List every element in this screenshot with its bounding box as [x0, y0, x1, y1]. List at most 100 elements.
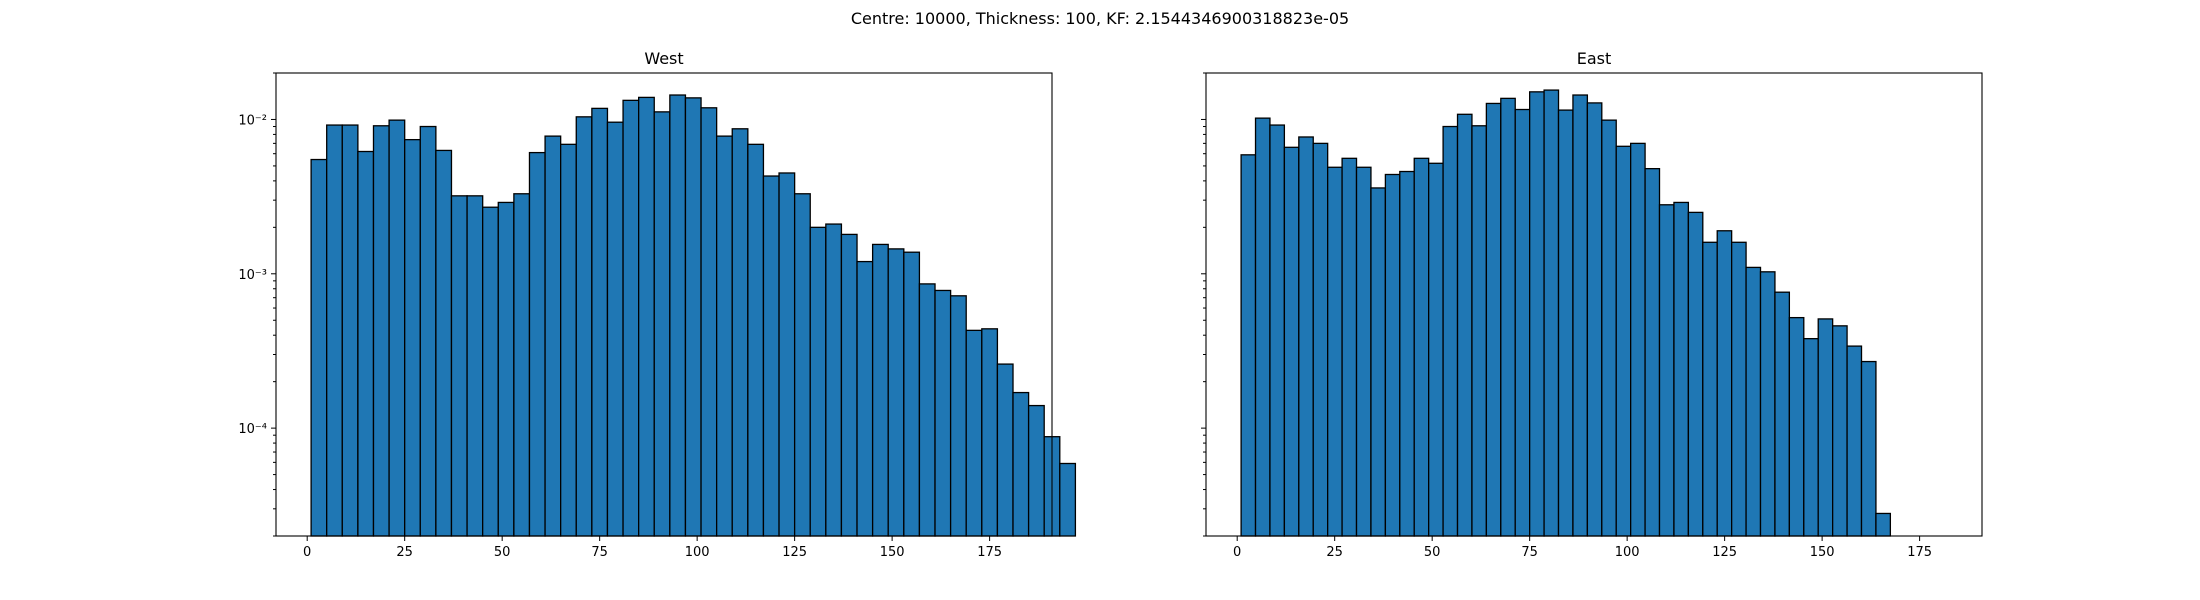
x-tick-label: 50 [1424, 545, 1441, 560]
x-tick-label: 100 [685, 545, 710, 560]
x-tick-label: 100 [1615, 545, 1640, 560]
histogram-bar [825, 223, 843, 537]
histogram-bar [949, 295, 967, 537]
histogram-bar [653, 111, 671, 537]
histogram-bar [1860, 360, 1877, 537]
histogram-bar [1485, 102, 1502, 537]
histogram-bar [1312, 142, 1329, 537]
histogram-bar [544, 135, 562, 537]
east-bars [1240, 89, 1892, 537]
histogram-bar [450, 195, 468, 537]
histogram-bar [357, 150, 375, 537]
west-bars [310, 94, 1077, 537]
panel-title-west: West [644, 49, 683, 68]
histogram-bar [793, 193, 811, 537]
histogram-bar [918, 283, 936, 537]
histogram-bar [482, 206, 499, 537]
histogram-bar [1788, 316, 1805, 537]
histogram-bar [871, 243, 889, 537]
histogram-bar [606, 121, 624, 537]
histogram-bar [981, 328, 999, 537]
histogram-bar [1240, 154, 1257, 537]
histogram-bar [1355, 166, 1372, 537]
east-plot-frame [1205, 72, 1983, 537]
histogram-bar [840, 233, 858, 537]
histogram-bar [1731, 241, 1747, 537]
x-tick-label: 0 [1233, 545, 1241, 560]
y-tick-label: 10⁻² [238, 113, 267, 128]
histogram-bar [388, 119, 406, 537]
histogram-bar [1875, 512, 1892, 537]
histogram-bar [903, 251, 921, 537]
histogram-bar [1615, 145, 1632, 537]
histogram-bar [1832, 325, 1848, 537]
histogram-bar [1557, 109, 1574, 537]
histogram-bar [1529, 91, 1545, 537]
histogram-bar [731, 128, 749, 537]
x-tick-label: 125 [1712, 545, 1737, 560]
x-tick-label: 75 [591, 545, 608, 560]
histogram-bar [1027, 404, 1045, 537]
west-plot-frame [275, 72, 1053, 537]
histogram-bar [1471, 125, 1488, 537]
histogram-bar [622, 99, 640, 537]
histogram-bar [1012, 391, 1030, 537]
x-tick-label: 125 [782, 545, 807, 560]
x-tick-label: 75 [1521, 545, 1538, 560]
histogram-bar [856, 260, 874, 537]
histogram-bar [809, 226, 827, 537]
histogram-bar [965, 329, 983, 537]
panel-title-east: East [1577, 49, 1612, 68]
panel-west: West 0 25 50 75 100 125 150 175 10⁻⁴ 10⁻³ 10⁻² [238, 49, 1077, 560]
x-tick-label: 25 [1326, 545, 1343, 560]
histogram-bar [326, 124, 343, 537]
histogram-bar [1298, 136, 1314, 537]
histogram-bar [934, 289, 952, 537]
histogram-bar [1543, 89, 1560, 537]
histogram-bar [1658, 204, 1675, 537]
histogram-bar [996, 363, 1014, 537]
x-tick-label: 25 [396, 545, 413, 560]
histogram-bar [1673, 201, 1690, 537]
y-tick-label: 10⁻³ [238, 268, 267, 283]
histogram-bar [1413, 157, 1430, 537]
histogram-bar [1269, 124, 1286, 537]
histogram-bar [1716, 230, 1733, 537]
x-tick-label: 175 [1907, 545, 1932, 560]
west-y-axis: 10⁻⁴ 10⁻³ 10⁻² [238, 72, 276, 537]
histogram-bar [1687, 211, 1704, 537]
histogram-bar [1586, 102, 1603, 537]
x-tick-label: 0 [303, 545, 311, 560]
histogram-bar [404, 138, 421, 537]
figure-suptitle: Centre: 10000, Thickness: 100, KF: 2.154… [851, 9, 1349, 28]
y-tick-label: 10⁻⁴ [238, 422, 267, 437]
histogram-bar [1283, 146, 1300, 537]
histogram-bar [1803, 337, 1819, 537]
histogram-bar [684, 97, 702, 537]
x-tick-label: 50 [494, 545, 511, 560]
histogram-bar [419, 125, 437, 537]
histogram-bar [435, 149, 453, 537]
histogram-bar [1442, 125, 1459, 537]
histogram-bar [372, 125, 390, 537]
histogram-bar [1254, 117, 1271, 537]
histogram-bar [1745, 266, 1762, 537]
histogram-bar [1759, 271, 1776, 537]
histogram-bar [778, 172, 796, 537]
histogram-bar [1846, 345, 1863, 537]
histogram-bar [1341, 157, 1358, 537]
histogram-bar [513, 193, 531, 537]
histogram-bar [1702, 241, 1718, 537]
histogram-bar [591, 107, 609, 537]
histogram-bar [497, 201, 515, 537]
histogram-bar [1428, 162, 1444, 537]
histogram-bar [747, 143, 765, 537]
histogram-bar [700, 107, 718, 537]
histogram-bar [1630, 142, 1646, 537]
histogram-bar [1500, 97, 1516, 537]
histogram-bar [1514, 108, 1531, 537]
east-x-axis: 0 25 50 75 100 125 150 175 [1233, 536, 1932, 560]
histogram-bar [638, 96, 655, 537]
histogram-bar [887, 248, 905, 537]
